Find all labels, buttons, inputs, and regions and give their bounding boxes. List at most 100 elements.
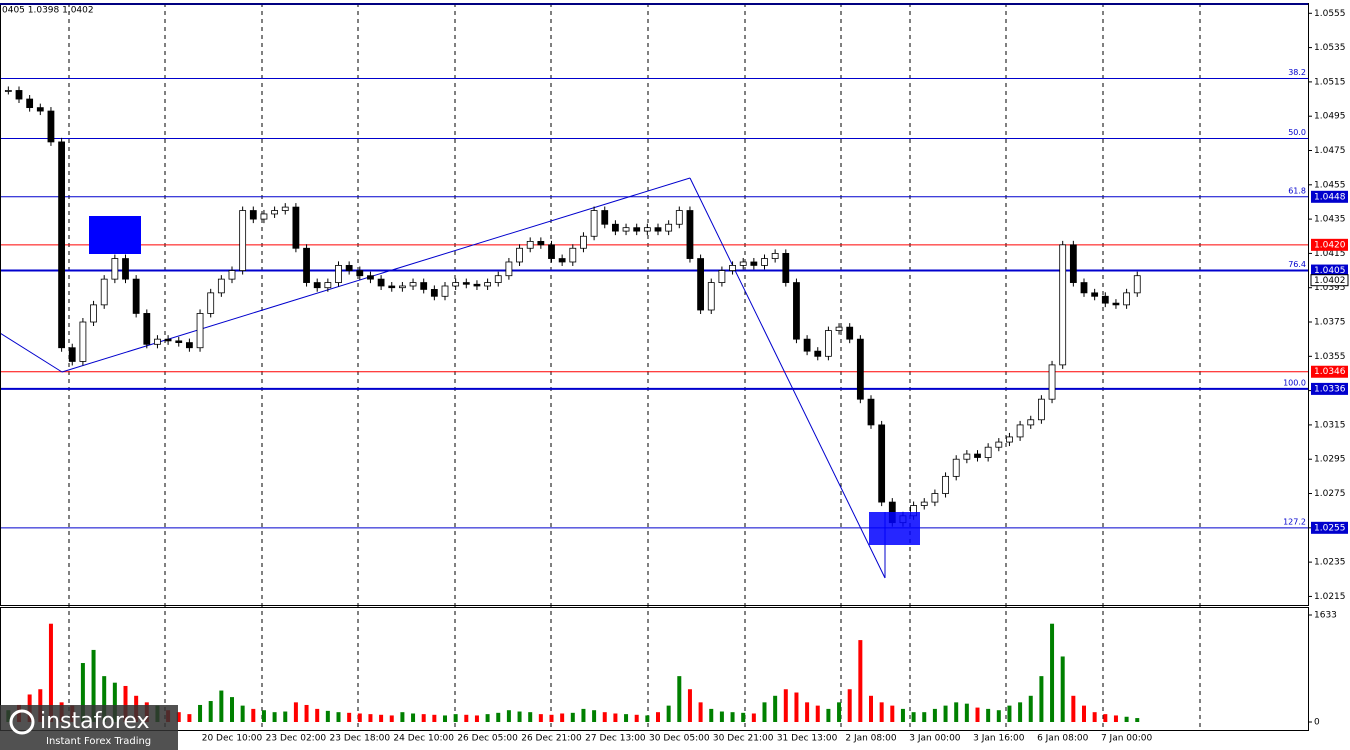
volume-bar xyxy=(954,702,959,722)
candle xyxy=(196,313,204,349)
candle xyxy=(175,340,183,343)
candle xyxy=(249,210,257,220)
fib-level-label: 100.0 xyxy=(1283,378,1306,387)
candle xyxy=(1038,398,1045,421)
candle xyxy=(995,441,1003,448)
candle xyxy=(345,265,353,271)
candle xyxy=(122,258,129,280)
volume-bar xyxy=(389,715,394,722)
volume-bar xyxy=(315,708,320,722)
candle xyxy=(356,270,364,277)
volume-bar xyxy=(432,714,437,722)
volume-bar xyxy=(741,712,746,722)
candle xyxy=(47,110,55,143)
candle xyxy=(516,247,523,263)
volume-bar xyxy=(549,714,554,722)
candle xyxy=(952,458,960,477)
x-tick-label: 31 Dec 13:00 xyxy=(777,734,838,744)
volume-bar xyxy=(1007,705,1012,722)
candle xyxy=(1112,302,1120,306)
candle xyxy=(793,282,800,340)
candle xyxy=(856,338,864,400)
candle xyxy=(185,342,193,349)
fib-level-label: 76.4 xyxy=(1288,260,1306,269)
volume-bar xyxy=(730,712,735,722)
volume-bar xyxy=(91,649,96,722)
volume-bar xyxy=(453,714,458,722)
candle xyxy=(771,253,779,259)
volume-bar xyxy=(379,714,384,722)
candle xyxy=(1133,275,1141,294)
y-tick-label: 1.0435 xyxy=(1314,215,1346,225)
volume-bar xyxy=(890,705,895,722)
candle xyxy=(207,292,215,314)
candle xyxy=(1006,436,1013,443)
volume-bar xyxy=(560,713,565,722)
x-tick-label: 30 Dec 05:00 xyxy=(649,734,710,744)
x-tick-label: 30 Dec 21:00 xyxy=(713,734,774,744)
candle xyxy=(36,107,44,112)
volume-bar xyxy=(208,701,213,722)
volume-bar xyxy=(1071,695,1076,722)
volume-bar xyxy=(474,715,479,722)
volume-bar xyxy=(570,712,575,722)
candle xyxy=(505,261,513,277)
candle xyxy=(1080,282,1088,294)
x-tick-label: 23 Dec 18:00 xyxy=(330,734,391,744)
candle xyxy=(303,247,310,283)
fib-level-label: 50.0 xyxy=(1288,128,1306,137)
volume-bar xyxy=(517,711,522,722)
volume-bar xyxy=(485,714,490,722)
candle xyxy=(750,261,758,266)
volume-bar xyxy=(698,702,703,722)
volume-bar xyxy=(1018,702,1023,722)
candle xyxy=(1091,292,1099,297)
price-tag xyxy=(1311,521,1348,534)
candle xyxy=(825,330,832,357)
y-tick-label: 1.0275 xyxy=(1314,489,1346,499)
y-tick-label: 1.0395 xyxy=(1314,283,1346,293)
price-tag xyxy=(1311,264,1348,277)
volume-bar xyxy=(411,713,416,722)
candle xyxy=(4,90,12,92)
zone-box xyxy=(869,512,920,545)
candle xyxy=(558,258,566,263)
candle xyxy=(143,313,151,345)
candle xyxy=(569,247,577,263)
volume-bar xyxy=(80,663,85,722)
candle xyxy=(686,210,694,259)
price-tag-label: 1.0420 xyxy=(1314,240,1346,250)
volume-bar xyxy=(719,711,724,722)
volume-bar xyxy=(293,702,298,722)
volume-bar xyxy=(687,689,692,722)
volume-bar xyxy=(1135,718,1140,722)
time-grid xyxy=(68,3,1201,731)
volume-bar xyxy=(815,705,820,722)
volume-bar xyxy=(496,712,501,722)
price-tag xyxy=(1311,238,1348,251)
volume-bar xyxy=(581,708,586,722)
candle xyxy=(281,206,289,211)
candle xyxy=(420,282,428,290)
candle xyxy=(835,326,843,331)
volume-bar xyxy=(198,704,203,722)
candle xyxy=(675,210,683,225)
x-tick-label: 24 Dec 10:00 xyxy=(393,734,454,744)
candle xyxy=(665,223,673,232)
volume-bar xyxy=(336,712,341,722)
candle xyxy=(111,258,119,280)
y-tick-label: 1.0415 xyxy=(1314,249,1346,259)
volume-bar xyxy=(528,712,533,722)
volume-bar xyxy=(879,702,884,722)
volume-bar xyxy=(123,685,128,722)
candle xyxy=(239,210,247,271)
volume-bar xyxy=(251,708,256,722)
candle xyxy=(1048,364,1056,400)
volume-bar xyxy=(932,708,937,722)
candle xyxy=(920,501,928,506)
candle xyxy=(622,227,630,232)
volume-bar xyxy=(261,710,266,722)
volume-bar xyxy=(645,715,650,722)
price-tag xyxy=(1311,190,1348,203)
volume-bar xyxy=(219,690,224,722)
